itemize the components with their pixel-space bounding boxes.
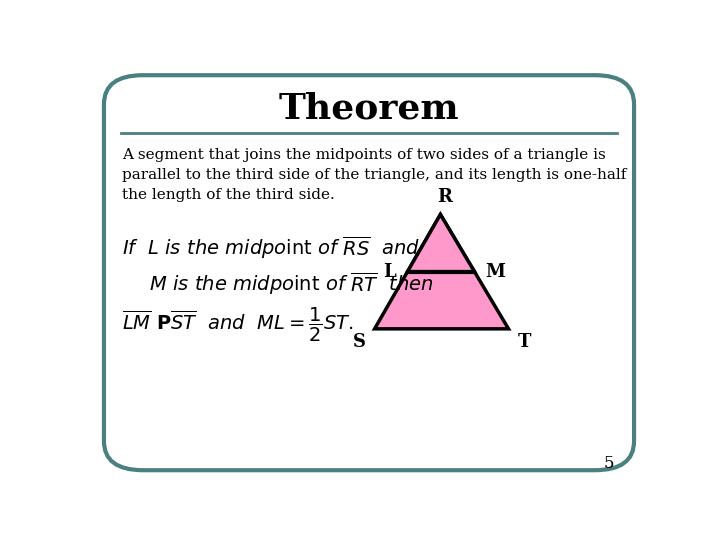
- Polygon shape: [374, 214, 508, 329]
- Text: A segment that joins the midpoints of two sides of a triangle is
parallel to the: A segment that joins the midpoints of tw…: [122, 148, 626, 202]
- Text: $\overline{LM}\ \mathrm{\mathbf{P}}\overline{ST}\ \ \mathit{and}\ \ ML = \dfrac{: $\overline{LM}\ \mathrm{\mathbf{P}}\over…: [122, 306, 354, 344]
- Text: L: L: [384, 262, 396, 281]
- FancyBboxPatch shape: [104, 75, 634, 470]
- Text: R: R: [437, 188, 452, 206]
- Text: $M\ \mathit{is\ the\ midpo}\mathrm{int}\ \mathit{of}\ \overline{RT}\ \ \mathit{t: $M\ \mathit{is\ the\ midpo}\mathrm{int}\…: [148, 269, 433, 296]
- Text: T: T: [518, 333, 531, 351]
- Text: M: M: [485, 262, 505, 281]
- Text: Theorem: Theorem: [279, 91, 459, 125]
- Text: S: S: [353, 333, 366, 351]
- Text: 5: 5: [603, 455, 614, 471]
- Polygon shape: [408, 214, 474, 272]
- Text: $\mathit{If}\ \ L\ \mathit{is\ the\ midpo}\mathrm{int}\ \mathit{of}\ \overline{R: $\mathit{If}\ \ L\ \mathit{is\ the\ midp…: [122, 234, 420, 261]
